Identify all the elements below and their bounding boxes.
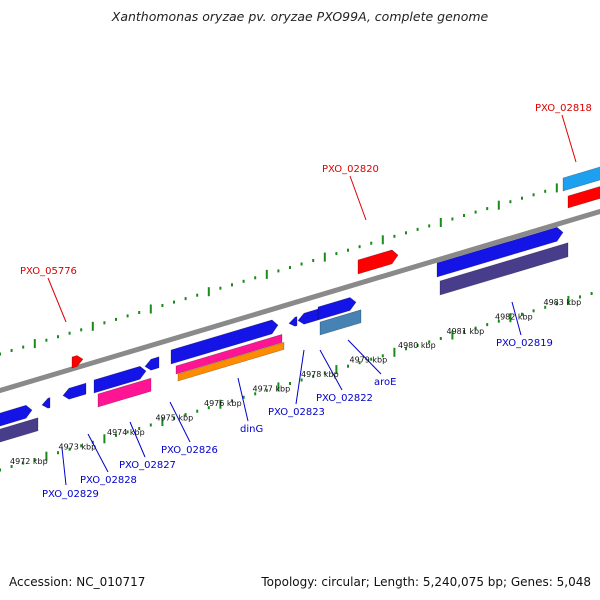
gene-label-pxo-02819[interactable]: PXO_02819 [496, 338, 553, 349]
kbp-axis-label: 4980 kbp [398, 341, 436, 350]
gene-label-aroe[interactable]: aroE [374, 377, 396, 388]
label-leader-line [561, 114, 577, 163]
gene-label-pxo-05776[interactable]: PXO_05776 [20, 266, 77, 277]
gene-feature-pxo-02829[interactable] [41, 397, 51, 409]
gene-feature-ding-pink[interactable] [175, 333, 283, 375]
kbp-axis-label: 4978 kbp [301, 370, 339, 379]
gene-label-ding[interactable]: dinG [240, 424, 263, 435]
gene-label-pxo-02822[interactable]: PXO_02822 [316, 393, 373, 404]
gene-feature-pxo-02827-pink[interactable] [97, 377, 152, 408]
gene-feature-small[interactable] [288, 316, 298, 327]
label-leader-line [237, 377, 249, 422]
genome-summary-text: Topology: circular; Length: 5,240,075 bp… [261, 575, 591, 589]
kbp-axis-label: 4982 kbp [495, 312, 533, 321]
accession-text: Accession: NC_010717 [9, 575, 146, 589]
kbp-axis-label: 4975 kbp [156, 414, 194, 423]
axis-kbp-labels: 4972 kbp 4973 kbp 4974 kbp 4975 kbp 4976 kbp… [10, 298, 581, 466]
kbp-axis-label: 4977 kbp [253, 385, 291, 394]
gene-features [0, 166, 600, 443]
kbp-axis-label: 4981 kbp [447, 327, 485, 336]
kbp-axis-label: 4976 kbp [204, 399, 242, 408]
gene-feature-pxo-02826[interactable] [144, 356, 160, 371]
gene-feature-pxo-02823[interactable] [297, 308, 319, 325]
label-leader-line [347, 339, 382, 375]
upper-tick-track [0, 176, 593, 356]
label-leader-line [61, 447, 67, 486]
label-leader-line [319, 349, 343, 391]
label-leader-line [511, 301, 522, 336]
gene-feature-pxo-02827[interactable] [93, 365, 147, 394]
label-leader-line [47, 277, 67, 323]
gene-feature-pxo-02820[interactable] [357, 249, 399, 275]
gene-feature-pxo-02818[interactable] [562, 166, 600, 192]
label-leader-lines [47, 114, 577, 486]
label-leader-line [169, 401, 191, 443]
label-leader-line [295, 349, 305, 405]
gene-feature-pxo-02828[interactable] [62, 382, 87, 400]
gene-label-pxo-02820[interactable]: PXO_02820 [322, 164, 379, 175]
kbp-axis-label: 4974 kbp [107, 428, 145, 437]
gene-label-pxo-02818[interactable]: PXO_02818 [535, 103, 592, 114]
gene-label-pxo-02829[interactable]: PXO_02829 [42, 489, 99, 500]
label-leader-line [349, 175, 367, 221]
gene-feature-pxo-02819-b[interactable] [439, 242, 569, 296]
gene-label-pxo-02826[interactable]: PXO_02826 [161, 445, 218, 456]
kbp-axis-label: 4979 kbp [350, 356, 388, 365]
gene-labels: PXO_05776 PXO_02820 PXO_02818 PXO_02829 PXO_… [20, 103, 592, 500]
kbp-axis-label: 4983 kbp [544, 298, 582, 307]
gene-feature-pxo-02822[interactable] [319, 309, 362, 336]
gene-feature-pxo-05776[interactable] [71, 355, 84, 369]
genome-backbone [0, 208, 600, 394]
gene-label-pxo-02827[interactable]: PXO_02827 [119, 460, 176, 471]
gene-feature-pxo-02819-a[interactable] [436, 226, 564, 278]
gene-label-pxo-02828[interactable]: PXO_02828 [80, 475, 137, 486]
kbp-axis-label: 4973 kbp [59, 443, 97, 452]
kbp-axis-label: 4972 kbp [10, 457, 48, 466]
gene-feature-ding-orange[interactable] [177, 341, 285, 382]
genome-title: Xanthomonas oryzae pv. oryzae PXO99A, co… [111, 9, 489, 24]
gene-feature-left-a[interactable] [0, 404, 33, 427]
gene-feature-ding[interactable] [170, 319, 279, 365]
gene-feature-red[interactable] [567, 186, 600, 209]
gene-feature-left-b[interactable] [0, 417, 39, 443]
label-leader-line [129, 421, 146, 458]
label-leader-line [87, 433, 109, 473]
gene-label-pxo-02823[interactable]: PXO_02823 [268, 407, 325, 418]
